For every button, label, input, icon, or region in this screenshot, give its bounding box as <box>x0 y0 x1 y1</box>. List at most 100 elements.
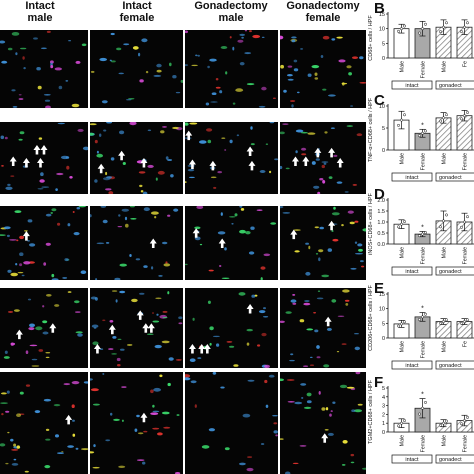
fluorescent-cell <box>1 413 4 416</box>
fluorescent-cell <box>225 71 228 75</box>
data-point <box>400 222 403 226</box>
fluorescent-cell <box>121 208 129 212</box>
fluorescent-cell <box>285 311 292 314</box>
data-point <box>421 232 424 236</box>
fluorescent-cell <box>332 401 336 404</box>
fluorescent-cell <box>357 243 363 247</box>
data-point <box>418 31 421 35</box>
fluorescent-cell <box>11 32 20 36</box>
y-tick-label: 10 <box>379 27 385 33</box>
micrograph-panel <box>0 206 88 280</box>
fluorescent-cell <box>102 319 106 322</box>
data-point <box>424 312 427 316</box>
arrow-marker <box>33 145 41 155</box>
fluorescent-cell <box>43 398 52 402</box>
fluorescent-cell <box>75 311 81 313</box>
x-tick-label: Male <box>442 61 448 72</box>
fluorescent-cell <box>10 175 15 177</box>
fluorescent-cell <box>38 349 44 352</box>
fluorescent-cell <box>250 126 253 130</box>
fluorescent-cell <box>229 36 232 39</box>
arrow-marker <box>198 344 206 354</box>
column-header-intact-male: Intact male <box>0 0 80 24</box>
group-box-gonadectomy <box>435 360 474 370</box>
fluorescent-cell <box>191 64 198 67</box>
data-point <box>397 123 400 127</box>
x-tick-label: Male <box>400 153 406 164</box>
data-point <box>439 119 442 123</box>
fluorescent-cell <box>143 207 150 212</box>
fluorescent-cell <box>154 216 157 219</box>
fluorescent-cell <box>362 467 366 470</box>
fluorescent-cell <box>29 323 35 328</box>
fluorescent-cell <box>118 465 126 468</box>
fluorescent-cell <box>19 391 24 395</box>
y-tick-label: 1 <box>382 421 385 427</box>
fluorescent-cell <box>94 179 98 183</box>
fluorescent-cell <box>356 133 363 137</box>
fluorescent-cell <box>220 212 223 216</box>
fluorescent-cell <box>105 439 111 442</box>
fluorescent-cell <box>57 122 65 125</box>
fluorescent-cell <box>15 52 18 56</box>
fluorescent-cell <box>156 313 159 316</box>
fluorescent-cell <box>224 149 227 151</box>
fluorescent-cell <box>316 345 320 349</box>
fluorescent-cell <box>165 156 169 160</box>
data-point <box>421 131 424 135</box>
fluorescent-cell <box>106 122 113 124</box>
micrograph-panel <box>280 122 366 194</box>
micrograph-image <box>0 206 87 280</box>
fluorescent-cell <box>7 183 11 186</box>
data-point <box>466 318 469 322</box>
fluorescent-cell <box>0 443 6 447</box>
fluorescent-cell <box>180 79 183 83</box>
fluorescent-cell <box>77 333 83 337</box>
fluorescent-cell <box>100 206 107 208</box>
fluorescent-cell <box>112 336 117 339</box>
group-label-gonadectomy: gonadect <box>439 175 462 181</box>
fluorescent-cell <box>121 386 127 388</box>
fluorescent-cell <box>280 320 285 323</box>
fluorescent-cell <box>342 440 348 444</box>
fluorescent-cell <box>280 438 284 440</box>
panel-letter: C <box>374 92 385 109</box>
fluorescent-cell <box>194 404 197 408</box>
fluorescent-cell <box>151 312 155 314</box>
fluorescent-cell <box>314 329 319 333</box>
fluorescent-cell <box>134 428 138 432</box>
fluorescent-cell <box>110 32 115 36</box>
fluorescent-cell <box>263 316 269 318</box>
fluorescent-cell <box>240 208 245 211</box>
fluorescent-cell <box>273 430 278 434</box>
fluorescent-cell <box>269 170 272 174</box>
fluorescent-cell <box>65 80 69 82</box>
group-label-intact: intact <box>405 457 419 463</box>
fluorescent-cell <box>78 206 87 208</box>
fluorescent-cell <box>207 65 210 69</box>
fluorescent-cell <box>117 364 121 367</box>
fluorescent-cell <box>3 226 11 230</box>
fluorescent-cell <box>328 176 333 179</box>
data-point <box>397 324 400 328</box>
micrograph-image <box>280 123 363 194</box>
fluorescent-cell <box>322 88 327 91</box>
fluorescent-cell <box>280 64 284 69</box>
data-point <box>463 25 466 29</box>
data-point <box>442 25 445 29</box>
fluorescent-cell <box>83 381 88 384</box>
group-label-intact: intact <box>405 175 419 181</box>
fluorescent-cell <box>92 466 100 469</box>
fluorescent-cell <box>90 388 99 392</box>
y-tick-label: 0 <box>382 148 385 154</box>
fluorescent-cell <box>117 226 123 228</box>
fluorescent-cell <box>234 213 238 217</box>
group-label-gonadectomy: gonadect <box>439 83 462 89</box>
column-header-line2: male <box>27 12 53 24</box>
fluorescent-cell <box>293 229 301 231</box>
fluorescent-cell <box>45 213 52 217</box>
fluorescent-cell <box>45 105 51 108</box>
fluorescent-cell <box>93 444 96 448</box>
fluorescent-cell <box>217 171 222 174</box>
group-box-intact <box>391 360 433 370</box>
